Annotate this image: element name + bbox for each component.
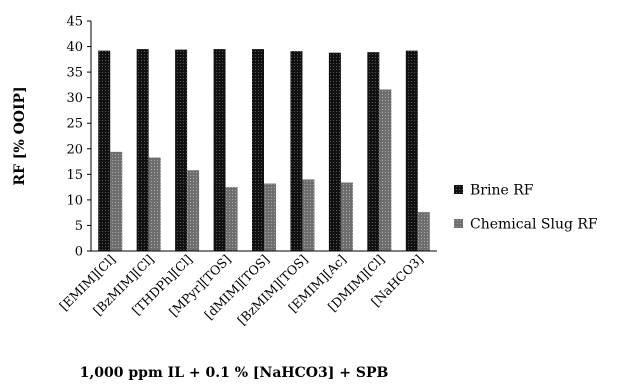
bar-chemical-slug-rf [379,89,392,251]
bar-chemical-slug-rf [340,182,353,251]
bar-brine-rf [328,52,341,251]
y-ticks-group: 0 5 10 15 20 25 30 35 40 45 [66,15,91,260]
legend-label-chemical-slug-rf: Chemical Slug RF [470,217,598,233]
x-axis-title: 1,000 ppm IL + 0.1 % [NaHCO3] + SPB [80,365,389,381]
y-tick-label: 0 [75,245,83,260]
y-tick-label: 35 [66,66,83,81]
bar-chemical-slug-rf [225,187,238,251]
bar-chemical-slug-rf [264,183,276,251]
legend: Brine RF Chemical Slug RF [454,183,598,233]
bar-brine-rf [213,49,226,251]
x-labels-group: [EMIM][Cl][BzMIM][Cl][THDPh][Cl][MPyr][T… [56,252,426,328]
bar-chemical-slug-rf [110,151,123,251]
y-tick-label: 25 [66,117,83,132]
bar-brine-rf [98,50,111,252]
bar-chemical-slug-rf [302,179,315,251]
y-tick-label: 45 [66,15,83,30]
legend-swatch-chemical-slug-rf [454,219,463,228]
bar-brine-rf [290,51,303,252]
y-tick-label: 15 [66,168,83,183]
y-tick-label: 5 [75,219,83,234]
bar-chemical-slug-rf [187,170,200,251]
bar-brine-rf [252,49,264,251]
bar-brine-rf [405,50,418,252]
bars-group [98,49,430,252]
y-tick-label: 40 [66,40,83,55]
y-tick-label: 20 [66,142,83,157]
legend-label-brine-rf: Brine RF [470,183,534,199]
bar-chemical-slug-rf [148,157,161,251]
bar-chemical-slug-rf [417,212,430,251]
y-axis-title: RF [% OOIP] [12,86,28,185]
legend-swatch-brine-rf [454,185,463,194]
bar-brine-rf [175,49,188,251]
y-tick-label: 30 [66,91,83,106]
bar-brine-rf [367,52,380,251]
bar-brine-rf [136,49,149,251]
y-tick-label: 10 [66,193,83,208]
